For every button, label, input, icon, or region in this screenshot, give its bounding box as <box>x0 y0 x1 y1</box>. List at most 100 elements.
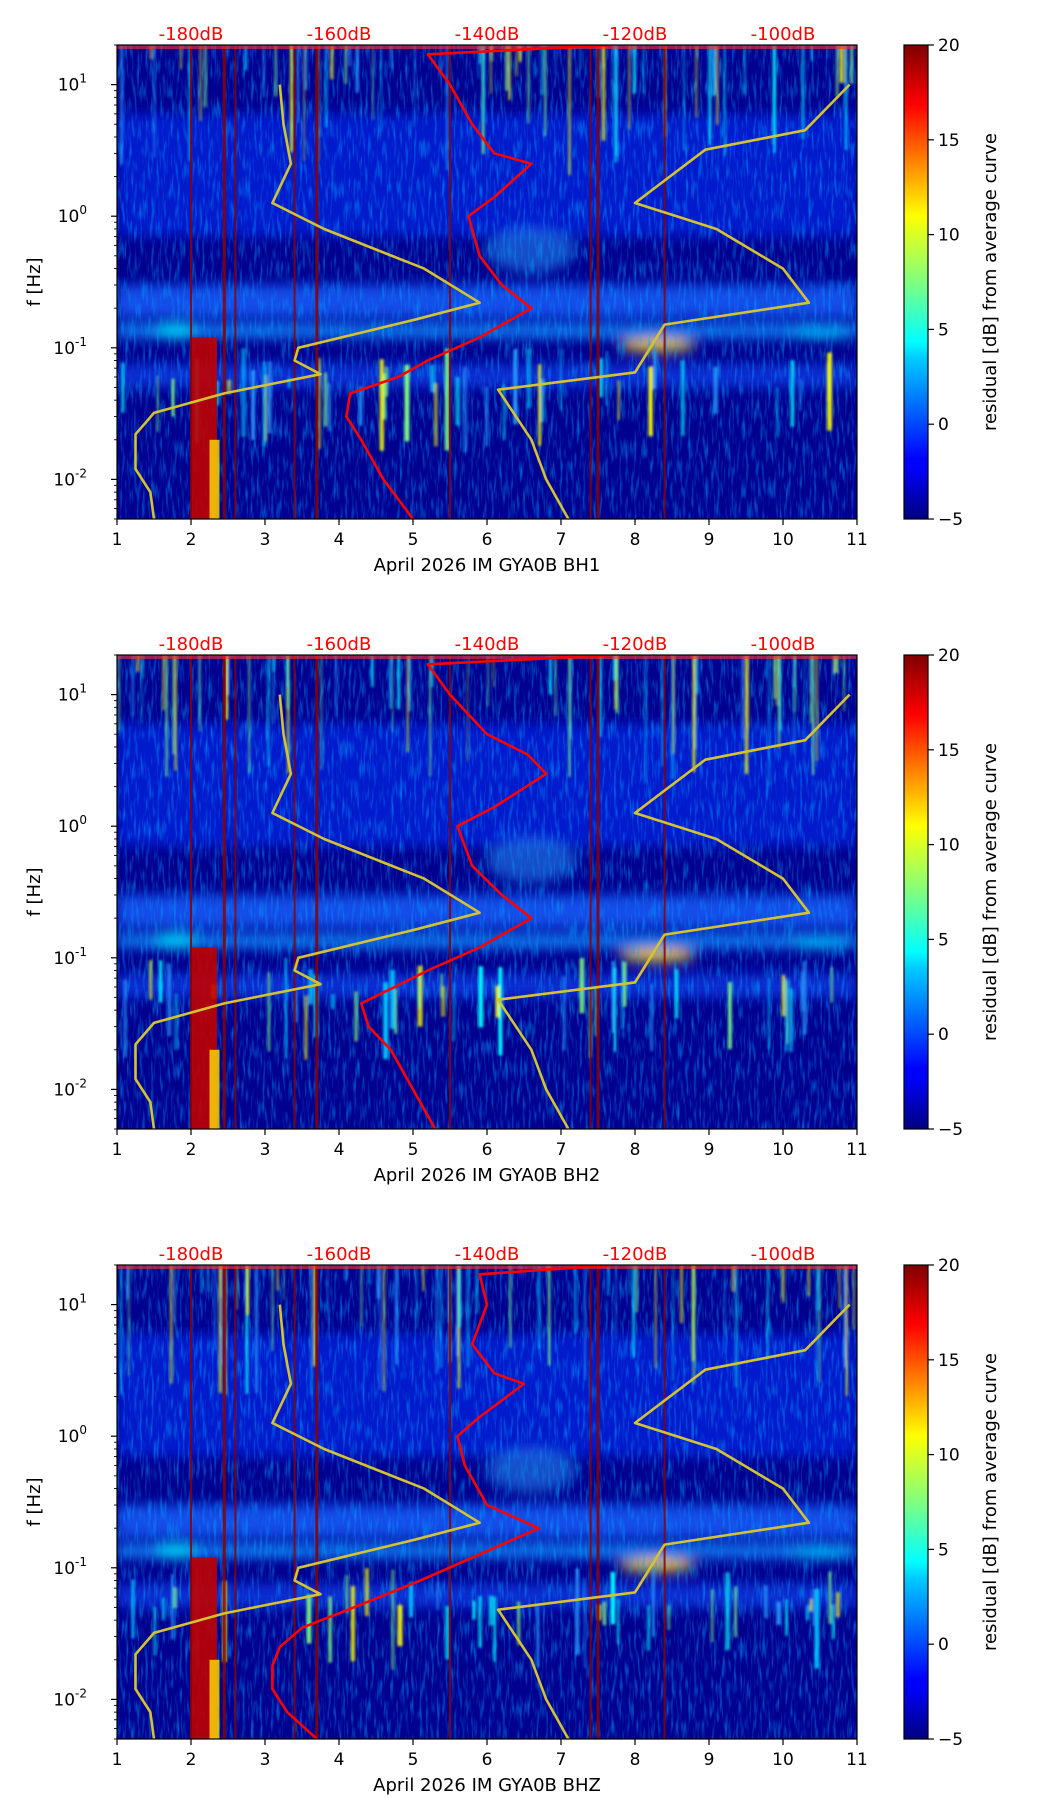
x-tick-label: 6 <box>482 1140 493 1160</box>
colorbar-tick-label: 20 <box>938 646 960 666</box>
db-scale-label: -180dB <box>159 1244 224 1265</box>
x-tick-label: 11 <box>846 1750 868 1770</box>
x-tick-label: 5 <box>408 1750 419 1770</box>
colorbar: 20 15 10 5 0 −5 residual [dB] from average cur… <box>903 1256 1001 1750</box>
y-tick-label: 10-1 <box>53 1555 87 1579</box>
x-tick-label: 7 <box>556 530 567 550</box>
x-tick-label: 4 <box>334 1140 345 1160</box>
colorbar-tick-label: 10 <box>938 836 960 856</box>
db-scale-label: -160dB <box>307 24 372 45</box>
x-tick-label: 5 <box>408 1140 419 1160</box>
colorbar-tick-label: 20 <box>938 1256 960 1276</box>
x-tick-label: 2 <box>186 1140 197 1160</box>
db-scale-label: -120dB <box>603 634 668 655</box>
x-tick-label: 6 <box>482 1750 493 1770</box>
x-tick-label: 1 <box>112 1140 123 1160</box>
y-tick-label: 101 <box>58 682 87 706</box>
noise-model-curve <box>496 1303 851 1739</box>
colorbar-tick-label: −5 <box>938 510 963 530</box>
db-scale-label: -120dB <box>603 24 668 45</box>
db-scale-label: -120dB <box>603 1244 668 1265</box>
db-scale-label: -100dB <box>751 1244 816 1265</box>
y-axis-label: f [Hz] <box>24 257 45 306</box>
x-tick-label: 9 <box>704 1750 715 1770</box>
db-scale-label: -160dB <box>307 1244 372 1265</box>
x-tick-label: 3 <box>260 1750 271 1770</box>
x-tick-label: 10 <box>772 1140 794 1160</box>
noise-model-curve <box>496 83 851 519</box>
colorbar-gradient <box>903 654 929 1130</box>
colorbar-tick-label: 10 <box>938 1446 960 1466</box>
colorbar-tick-label: 0 <box>938 1635 949 1655</box>
y-tick-label: 101 <box>58 72 87 96</box>
db-scale-label: -100dB <box>751 24 816 45</box>
x-tick-label: 9 <box>704 530 715 550</box>
colorbar-tick-label: 5 <box>938 320 949 340</box>
y-tick-label: 10-2 <box>53 466 87 490</box>
db-scale-label: -100dB <box>751 634 816 655</box>
colorbar-tick-label: 15 <box>938 131 960 151</box>
x-tick-label: 6 <box>482 530 493 550</box>
colorbar-tick-label: 15 <box>938 1351 960 1371</box>
x-axis-label: April 2026 IM GYA0B BH1 <box>374 555 601 576</box>
db-scale-label: -180dB <box>159 634 224 655</box>
noise-model-curve <box>134 84 481 519</box>
y-tick-label: 10-2 <box>53 1076 87 1100</box>
y-tick-label: 10-1 <box>53 945 87 969</box>
x-tick-label: 8 <box>630 530 641 550</box>
x-tick-label: 3 <box>260 530 271 550</box>
db-scale-label: -140dB <box>455 1244 520 1265</box>
x-tick-label: 2 <box>186 1750 197 1770</box>
colorbar-tick-label: 5 <box>938 930 949 950</box>
x-tick-label: 7 <box>556 1750 567 1770</box>
db-scale-label: -160dB <box>307 634 372 655</box>
colorbar-tick-label: −5 <box>938 1730 963 1750</box>
colorbar: 20 15 10 5 0 −5 residual [dB] from average cur… <box>903 36 1001 530</box>
colorbar-tick-label: 0 <box>938 1025 949 1045</box>
colorbar-label: residual [dB] from average curve <box>980 1353 1001 1651</box>
y-tick-label: 10-2 <box>53 1686 87 1710</box>
colorbar-tick-label: 10 <box>938 226 960 246</box>
colorbar-gradient <box>903 1264 929 1740</box>
x-tick-label: 7 <box>556 1140 567 1160</box>
x-tick-label: 1 <box>112 1750 123 1770</box>
x-tick-label: 11 <box>846 1140 868 1160</box>
colorbar-tick-label: 20 <box>938 36 960 56</box>
colorbar-tick-label: 5 <box>938 1540 949 1560</box>
y-tick-label: 101 <box>58 1292 87 1316</box>
noise-model-curve <box>134 1304 481 1739</box>
x-tick-label: 3 <box>260 1140 271 1160</box>
median-psd-curve <box>345 45 613 519</box>
db-scale-label: -140dB <box>455 634 520 655</box>
x-tick-label: 4 <box>334 530 345 550</box>
colorbar-tick-label: −5 <box>938 1120 963 1140</box>
colorbar-label: residual [dB] from average curve <box>980 133 1001 431</box>
y-tick-label: 100 <box>58 1423 87 1447</box>
y-axis-label: f [Hz] <box>24 867 45 916</box>
y-axis-label: f [Hz] <box>24 1477 45 1526</box>
x-tick-label: 8 <box>630 1750 641 1770</box>
x-tick-label: 10 <box>772 1750 794 1770</box>
x-tick-label: 9 <box>704 1140 715 1160</box>
x-tick-label: 10 <box>772 530 794 550</box>
median-psd-curve <box>271 1265 613 1739</box>
y-tick-label: 100 <box>58 813 87 837</box>
x-axis-label: April 2026 IM GYA0B BHZ <box>373 1775 601 1796</box>
x-tick-label: 1 <box>112 530 123 550</box>
colorbar: 20 15 10 5 0 −5 residual [dB] from average cur… <box>903 646 1001 1140</box>
heatmap-image <box>117 1265 857 1739</box>
noise-model-curve <box>134 694 481 1129</box>
db-scale-label: -180dB <box>159 24 224 45</box>
y-tick-label: 10-1 <box>53 335 87 359</box>
x-axis-label: April 2026 IM GYA0B BH2 <box>374 1165 601 1186</box>
colorbar-tick-label: 0 <box>938 415 949 435</box>
noise-model-curve <box>496 693 851 1129</box>
heatmap-image <box>117 655 857 1129</box>
x-tick-label: 5 <box>408 530 419 550</box>
heatmap-image <box>117 45 857 519</box>
db-scale-label: -140dB <box>455 24 520 45</box>
x-tick-label: 8 <box>630 1140 641 1160</box>
